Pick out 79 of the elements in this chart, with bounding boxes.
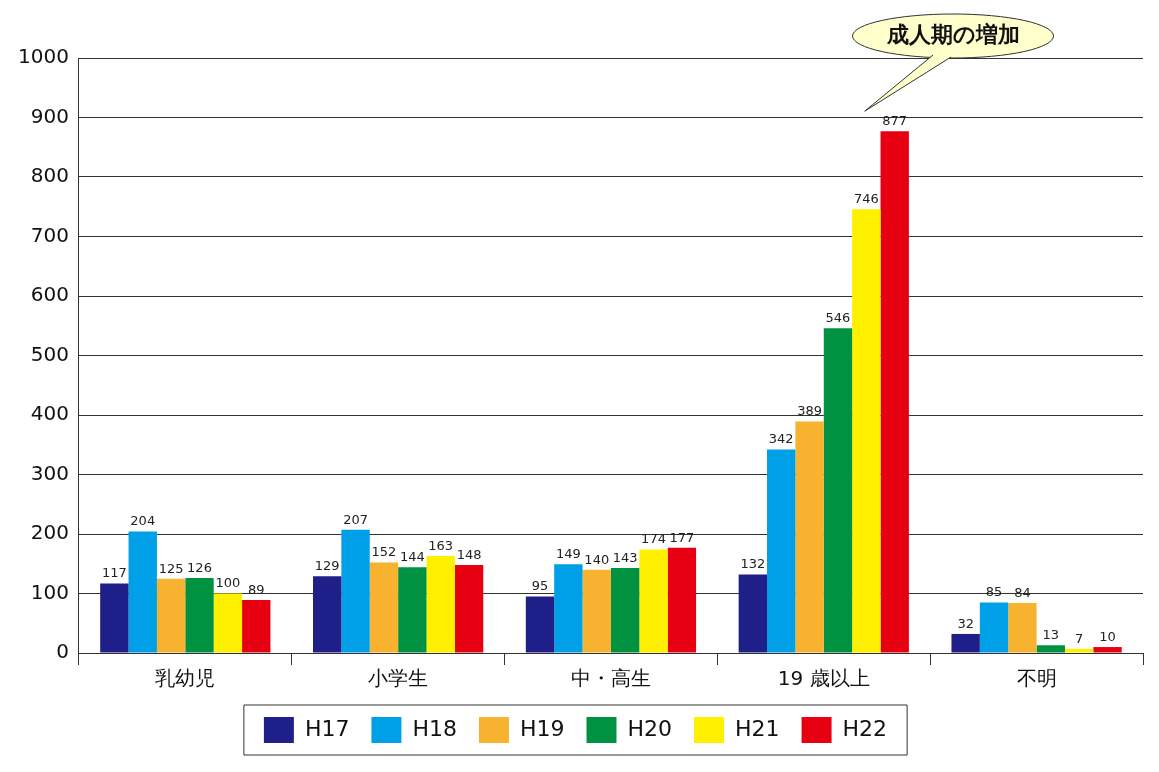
data-label: 342 xyxy=(768,431,794,447)
bar xyxy=(156,578,186,653)
data-label: 95 xyxy=(531,578,549,594)
data-label: 204 xyxy=(130,513,156,529)
data-label: 126 xyxy=(187,559,212,575)
bar xyxy=(341,529,370,653)
bar xyxy=(582,569,611,653)
bar xyxy=(951,633,980,653)
bar xyxy=(313,576,342,653)
data-label: 546 xyxy=(825,310,851,326)
bar xyxy=(823,328,853,653)
y-tick-label: 100 xyxy=(30,579,69,604)
data-label: 10 xyxy=(1099,628,1116,644)
data-label: 125 xyxy=(158,560,184,576)
legend-label: H19 xyxy=(519,715,565,741)
legend-label: H22 xyxy=(842,715,888,741)
x-tick-label: 乳幼児 xyxy=(155,666,216,691)
bar xyxy=(610,567,640,653)
data-label: 144 xyxy=(399,549,425,565)
data-label: 140 xyxy=(584,551,610,567)
x-tick-label: 不明 xyxy=(1016,666,1057,691)
bar xyxy=(880,131,909,653)
y-tick-label: 600 xyxy=(30,282,69,307)
data-label: 174 xyxy=(641,531,666,547)
y-tick-label: 400 xyxy=(30,401,69,426)
legend-label: H18 xyxy=(412,715,457,741)
bar xyxy=(398,567,427,653)
data-label: 89 xyxy=(247,581,265,597)
y-tick-label: 300 xyxy=(30,460,69,485)
bar xyxy=(454,564,484,653)
bar xyxy=(1093,647,1122,653)
y-tick-label: 500 xyxy=(30,341,69,366)
bar xyxy=(242,600,271,653)
bar xyxy=(128,531,157,653)
bar xyxy=(525,596,555,653)
data-label: 163 xyxy=(428,537,454,553)
x-tick-label: 19 歳以上 xyxy=(777,666,870,691)
bar xyxy=(1064,648,1094,653)
data-label: 152 xyxy=(371,544,397,560)
bar xyxy=(100,583,129,653)
data-label: 117 xyxy=(101,565,127,581)
legend-label: H21 xyxy=(735,715,780,741)
data-label: 389 xyxy=(797,403,822,419)
data-label: 7 xyxy=(1075,630,1084,646)
bar xyxy=(213,593,243,653)
bar xyxy=(426,556,455,653)
bar xyxy=(852,209,881,653)
legend-label: H17 xyxy=(304,715,350,741)
y-tick-label: 700 xyxy=(30,222,69,247)
y-tick-label: 200 xyxy=(30,520,69,545)
data-label: 13 xyxy=(1042,627,1060,643)
bar xyxy=(1036,645,1065,653)
text: 成人期の増加 xyxy=(885,21,1020,47)
x-tick-label: 中・高生 xyxy=(570,666,651,691)
bar xyxy=(1008,603,1037,653)
data-label: 143 xyxy=(612,549,638,565)
data-label: 132 xyxy=(740,556,766,572)
data-label: 129 xyxy=(314,558,340,574)
y-tick-label: 0 xyxy=(56,639,69,664)
data-label: 149 xyxy=(555,546,581,562)
bar xyxy=(795,421,824,653)
y-tick-label: 1000 xyxy=(17,44,69,69)
y-tick-label: 900 xyxy=(30,103,69,128)
bar xyxy=(767,449,796,653)
bar xyxy=(979,602,1009,653)
data-label: 100 xyxy=(215,575,241,591)
data-label: 32 xyxy=(957,615,974,631)
data-label: 148 xyxy=(456,546,482,562)
bar xyxy=(667,547,697,653)
x-tick-label: 小学生 xyxy=(368,666,429,691)
bar xyxy=(554,564,583,653)
bar xyxy=(738,574,768,653)
legend-label: H20 xyxy=(627,715,673,741)
bar xyxy=(369,562,399,653)
bar xyxy=(639,549,668,653)
data-label: 746 xyxy=(853,191,879,207)
bar xyxy=(185,578,214,653)
y-tick-label: 800 xyxy=(30,163,69,188)
data-label: 207 xyxy=(343,511,368,527)
